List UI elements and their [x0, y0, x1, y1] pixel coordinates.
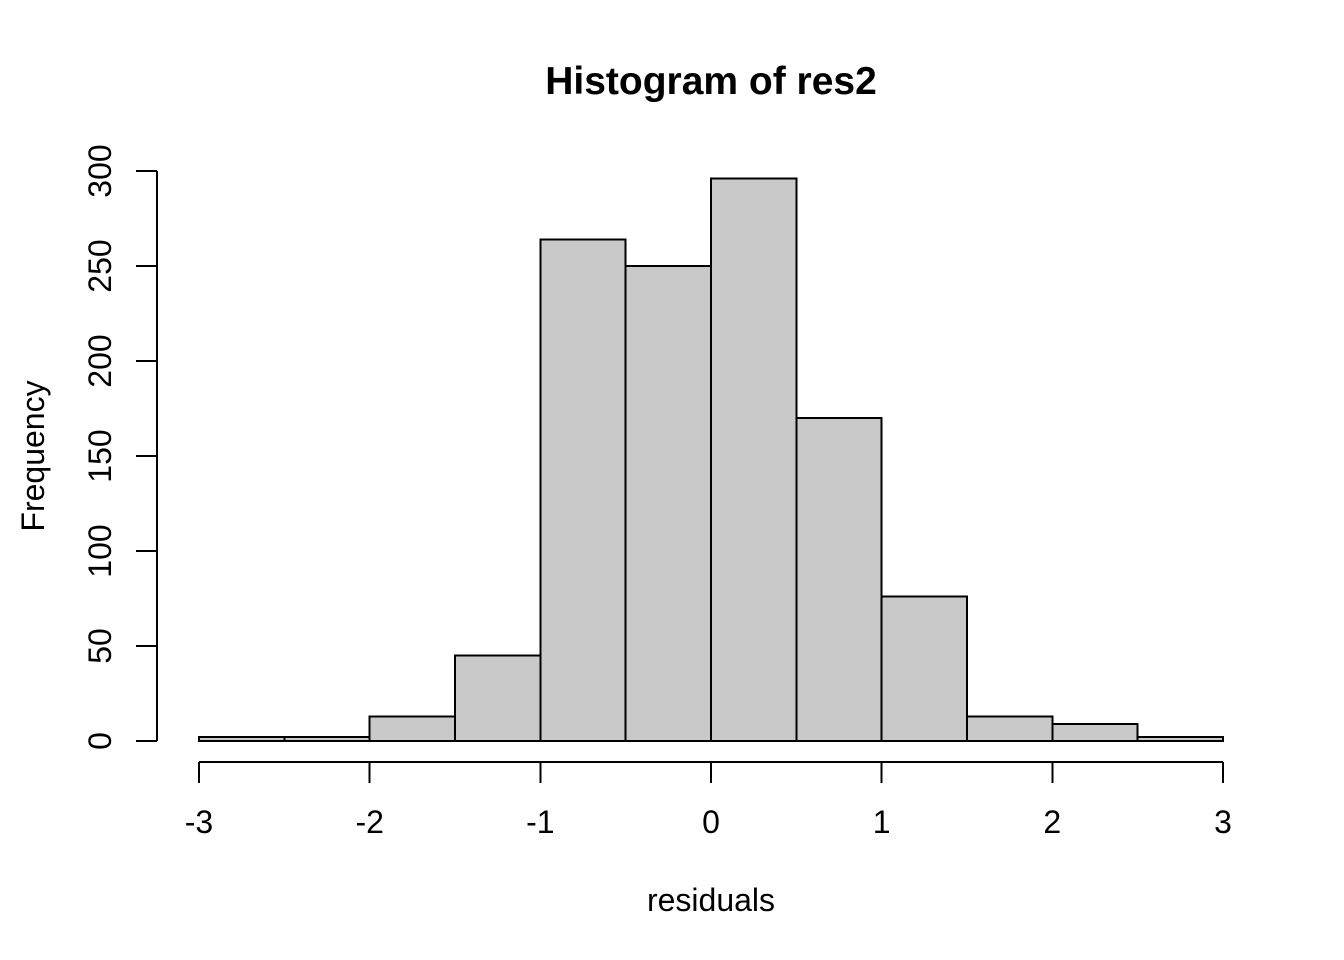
histogram-bar [710, 177, 798, 743]
axes-group: 0 50 100 150 200 250 300 -3 -2 -1 0 1 2 3 [82, 144, 1232, 840]
histogram-bar [368, 715, 457, 742]
y-tick-label: 300 [82, 144, 118, 197]
histogram-bar [454, 654, 542, 742]
y-axis-title: Frequency [15, 380, 51, 531]
y-tick-label: 200 [82, 334, 118, 387]
x-tick-label: 3 [1214, 804, 1232, 840]
histogram-bar [539, 238, 627, 742]
histogram-bar [283, 736, 371, 743]
x-tick-label: -1 [526, 804, 554, 840]
y-tick-label: 50 [82, 628, 118, 664]
histogram-bar [198, 736, 286, 743]
histogram-bar [795, 417, 883, 742]
x-tick-label: 0 [702, 804, 720, 840]
x-tick-label: -2 [355, 804, 383, 840]
y-tick-label: 100 [82, 524, 118, 577]
histogram-bar [1051, 722, 1139, 743]
histogram-bar [1136, 736, 1225, 743]
x-tick-label: 2 [1043, 804, 1061, 840]
y-tick-label: 150 [82, 429, 118, 482]
bars-group [198, 177, 1225, 743]
y-tick-label: 250 [82, 239, 118, 292]
x-tick-label: -3 [185, 804, 213, 840]
x-axis-title: residuals [647, 882, 775, 918]
chart-title: Histogram of res2 [545, 60, 877, 103]
y-tick-label: 0 [82, 732, 118, 750]
histogram-bar [880, 595, 968, 742]
histogram-bar [624, 265, 712, 742]
histogram-bar [966, 715, 1054, 742]
x-tick-label: 1 [873, 804, 891, 840]
